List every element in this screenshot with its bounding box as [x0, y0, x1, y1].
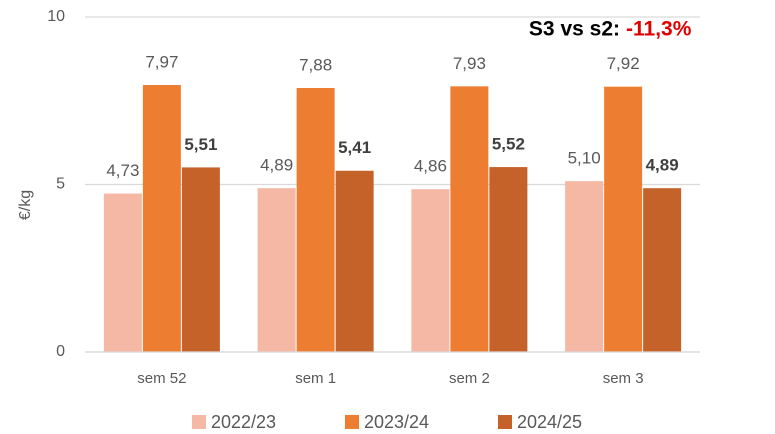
bar: [296, 88, 335, 353]
legend-swatch: [192, 415, 206, 429]
y-tick-label: 5: [56, 176, 65, 193]
x-tick-label: sem 52: [137, 370, 186, 387]
legend-label: 2023/24: [364, 412, 429, 432]
bar: [257, 188, 296, 352]
bar: [181, 167, 220, 352]
legend-swatch: [498, 415, 512, 429]
value-label: 4,89: [646, 156, 679, 175]
bar: [335, 170, 374, 352]
bar: [142, 85, 181, 352]
value-label: 5,10: [568, 149, 601, 168]
value-label: 7,93: [453, 54, 486, 73]
annotation-value: -11,3%: [626, 18, 692, 41]
value-label: 7,92: [607, 54, 640, 73]
legend-label: 2024/25: [517, 412, 582, 432]
value-label: 7,88: [299, 56, 332, 75]
value-label: 4,89: [260, 156, 293, 175]
legend-swatch: [345, 415, 359, 429]
value-label: 5,51: [184, 135, 217, 154]
bar: [604, 86, 643, 353]
y-axis-label: €/kg: [17, 190, 34, 220]
value-label: 7,97: [145, 52, 178, 71]
bar: [489, 167, 528, 352]
x-tick-label: sem 3: [603, 370, 644, 387]
x-tick-label: sem 1: [295, 370, 336, 387]
bar: [643, 188, 682, 352]
value-label: 5,41: [338, 138, 371, 157]
bar: [103, 193, 142, 352]
y-tick-label: 0: [56, 343, 65, 360]
value-label: 4,73: [106, 161, 139, 180]
value-label: 4,86: [414, 157, 447, 176]
bar: [565, 181, 604, 352]
value-label: 5,52: [492, 135, 525, 154]
bar: [411, 189, 450, 352]
y-tick-label: 10: [47, 8, 65, 25]
x-tick-label: sem 2: [449, 370, 490, 387]
annotation-text: S3 vs s2:: [529, 18, 620, 41]
bar: [450, 86, 489, 352]
legend-label: 2022/23: [211, 412, 276, 432]
